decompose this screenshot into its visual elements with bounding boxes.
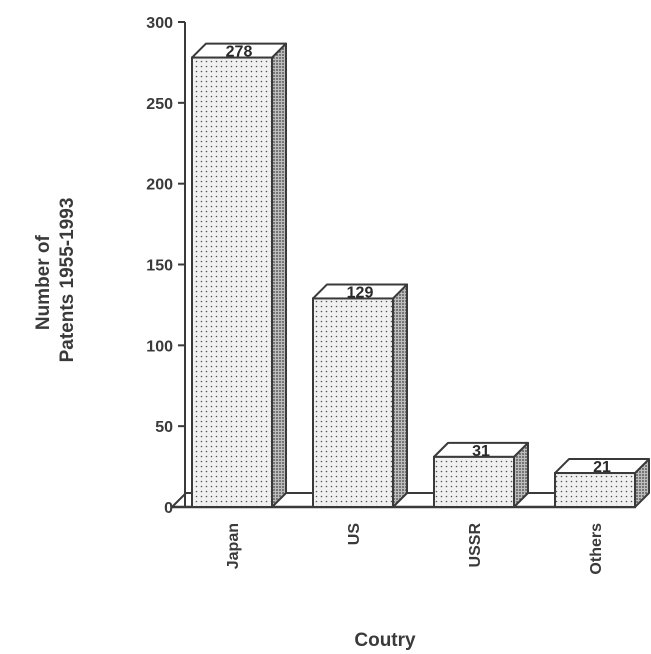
y-tick-label: 300 [146, 15, 173, 32]
y-tick-label: 100 [146, 338, 173, 355]
y-axis-title-line-1: Number of [33, 234, 54, 330]
category-label: Others [588, 523, 605, 575]
bar-value-label: 31 [472, 443, 490, 460]
bar-front-face [191, 56, 273, 508]
bar-japan: 278 [191, 42, 287, 508]
x-axis-title: Coutry [354, 630, 416, 651]
bar-front-face [554, 472, 636, 508]
bar-side-face [271, 42, 287, 508]
category-label: US [346, 523, 363, 546]
y-tick-label: 250 [146, 96, 173, 113]
y-axis: 0 50 100 150 200 250 300 [146, 15, 186, 517]
bar-value-label: 278 [226, 44, 253, 61]
bar-value-label: 129 [347, 284, 374, 301]
bar-us: 129 [312, 283, 408, 509]
bar-value-label: 21 [593, 459, 611, 476]
category-labels: Japan US USSR Others [225, 523, 605, 575]
bars-group: 278 129 31 21 [191, 42, 650, 509]
bar-ussr: 31 [433, 441, 529, 508]
y-tick-label: 0 [164, 500, 173, 517]
category-label: Japan [225, 523, 242, 569]
bar-side-face [392, 283, 408, 508]
y-axis-title-line-2: Patents 1955-1993 [57, 198, 78, 363]
bar-front-face [312, 297, 394, 509]
y-tick-label: 200 [146, 177, 173, 194]
bar-others: 21 [554, 458, 650, 508]
bar-front-face [433, 455, 515, 508]
y-axis-title: Number of Patents 1955-1993 [33, 198, 78, 363]
y-tick-label: 50 [155, 419, 173, 436]
y-tick-label: 150 [146, 258, 173, 275]
category-label: USSR [467, 523, 484, 568]
